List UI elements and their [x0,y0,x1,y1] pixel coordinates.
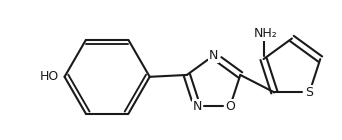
Text: N: N [209,49,218,62]
Text: S: S [305,86,313,99]
Text: NH₂: NH₂ [253,27,277,40]
Text: HO: HO [40,70,60,83]
Text: O: O [225,100,235,113]
Text: N: N [192,100,202,113]
